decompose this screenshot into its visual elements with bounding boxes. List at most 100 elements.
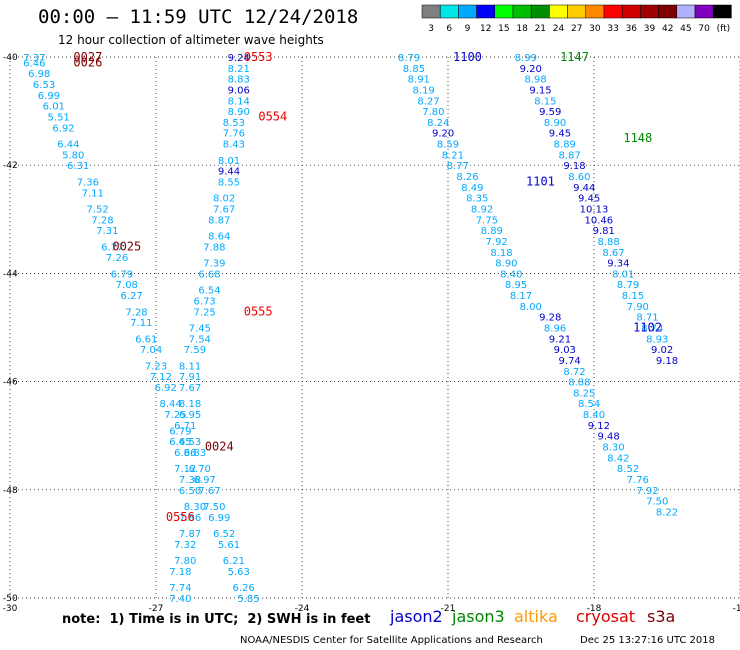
data-point-swh: 9.48 [597, 432, 619, 443]
pass-label: 0027 [73, 50, 102, 64]
data-point-swh: 8.25 [573, 388, 595, 399]
data-point-swh: 8.60 [568, 172, 590, 183]
data-point-swh: 6.77 [101, 242, 123, 253]
data-point-swh: 5.51 [48, 113, 70, 124]
legend-swatch [585, 4, 605, 19]
satellite-name: altika [514, 607, 558, 626]
pass-label: 0555 [244, 304, 273, 318]
data-point-swh: 6.01 [43, 102, 65, 113]
x-tick-label: -30 [3, 604, 18, 614]
data-point-swh: 7.67 [213, 204, 235, 215]
data-point-swh: 8.11 [179, 361, 201, 372]
legend-label: 24 [553, 24, 565, 34]
data-point-swh: 8.71 [636, 313, 658, 324]
satellite-name: jason2 [390, 607, 443, 626]
data-point-swh: 8.15 [534, 96, 556, 107]
data-point-swh: 9.74 [559, 356, 581, 367]
legend-label: 12 [480, 24, 491, 34]
data-point-swh: 8.79 [617, 280, 639, 291]
pass-label: 0553 [244, 50, 273, 64]
x-tick-label: -24 [295, 604, 310, 614]
data-point-swh: 6.68 [198, 269, 220, 280]
data-point-swh: 7.75 [476, 215, 498, 226]
data-point-swh: 8.52 [617, 464, 639, 475]
data-point-swh: 7.28 [125, 307, 147, 318]
data-point-swh: 8.92 [471, 204, 493, 215]
data-point-swh: 5.63 [228, 567, 250, 578]
legend-label: 45 [680, 24, 691, 34]
legend-label: 9 [465, 24, 471, 34]
data-point-swh: 6.92 [155, 383, 177, 394]
data-point-swh: 7.91 [179, 372, 201, 383]
pass-label: 0556 [166, 510, 195, 524]
legend-label: 21 [535, 24, 546, 34]
y-tick-label: -50 [3, 594, 18, 604]
data-point-swh: 7.74 [169, 583, 191, 594]
data-point-swh: 9.20 [520, 64, 542, 75]
data-point-swh: 8.30 [602, 443, 624, 454]
data-point-swh: 6.71 [174, 421, 196, 432]
data-point-swh: 8.18 [490, 248, 512, 259]
data-point-swh: 8.21 [442, 150, 464, 161]
data-point-swh: 7.25 [194, 307, 216, 318]
legend-swatch [567, 4, 587, 19]
satellite-name: jason3 [452, 607, 505, 626]
legend-swatch [421, 4, 441, 19]
x-tick-label: -27 [149, 604, 164, 614]
data-point-swh: 7.40 [169, 594, 191, 605]
data-point-swh: 5.80 [62, 150, 84, 161]
data-point-swh: 8.30 [184, 502, 206, 513]
data-point-swh: 7.76 [627, 475, 649, 486]
data-point-swh: 7.12 [150, 372, 172, 383]
data-point-swh: 8.87 [208, 215, 230, 226]
data-point-swh: 6.86 [174, 448, 196, 459]
y-tick-label: -40 [3, 53, 18, 63]
data-point-swh: 8.96 [544, 324, 566, 335]
data-point-swh: 6.92 [52, 123, 74, 134]
data-point-swh: 9.03 [554, 345, 576, 356]
pass-label: 0554 [258, 110, 287, 124]
data-point-swh: 7.25 [164, 410, 186, 421]
data-point-swh: 9.20 [432, 129, 454, 140]
pass-label: 0024 [205, 440, 234, 454]
y-tick-label: -46 [3, 378, 18, 388]
data-point-swh: 7.52 [86, 204, 108, 215]
data-point-swh: 7.90 [627, 302, 649, 313]
y-tick-label: -42 [3, 161, 18, 171]
data-point-swh: 8.77 [447, 161, 469, 172]
satellite-name: s3a [647, 607, 676, 626]
y-tick-label: -48 [3, 486, 18, 496]
data-point-swh: 8.87 [559, 150, 581, 161]
data-point-swh: 8.89 [481, 226, 503, 237]
data-point-swh: 7.50 [646, 497, 668, 508]
data-point-swh: 7.12 [174, 464, 196, 475]
legend-label: 42 [662, 24, 673, 34]
data-point-swh: 7.76 [223, 129, 245, 140]
data-point-swh: 9.45 [578, 194, 600, 205]
data-point-swh: 7.87 [179, 529, 201, 540]
data-point-swh: 8.55 [218, 177, 240, 188]
data-point-swh: 7.28 [91, 215, 113, 226]
pass-label: 1147 [560, 50, 589, 64]
data-point-swh: 7.92 [636, 486, 658, 497]
legend-swatch [549, 4, 568, 19]
data-point-swh: 7.04 [140, 345, 162, 356]
data-point-swh: 7.31 [96, 226, 118, 237]
data-point-swh: 6.99 [208, 513, 230, 524]
data-point-swh: 8.85 [403, 64, 425, 75]
data-point-swh: 9.15 [529, 85, 551, 96]
data-point-swh: 8.22 [656, 507, 678, 518]
data-point-swh: 6.26 [232, 583, 254, 594]
data-point-swh: 8.93 [646, 334, 668, 345]
data-point-swh: 8.98 [524, 75, 546, 86]
data-point-swh: 9.28 [539, 313, 561, 324]
data-point-swh: 8.79 [398, 53, 420, 64]
data-point-swh: 7.80 [174, 556, 196, 567]
legend-swatch [603, 4, 623, 19]
data-point-swh: 8.43 [223, 140, 245, 151]
data-point-swh: 8.35 [466, 194, 488, 205]
data-point-swh: 6.99 [38, 91, 60, 102]
data-point-swh: 7.50 [203, 502, 225, 513]
page-title: 00:00 — 11:59 UTC 12/24/2018 [38, 6, 359, 28]
data-point-swh: 7.08 [116, 280, 138, 291]
